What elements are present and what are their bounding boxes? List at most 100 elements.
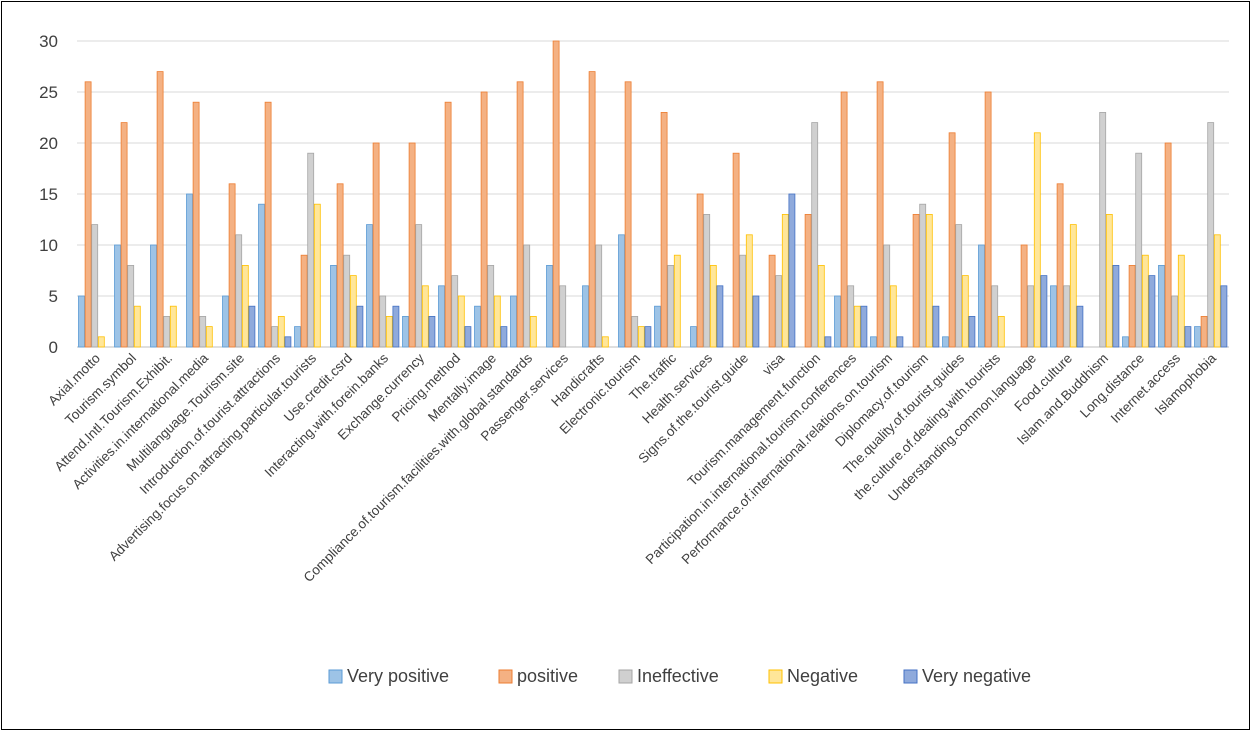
x-tick-label: visa [760, 350, 788, 378]
bar [955, 224, 963, 348]
bar [1184, 326, 1192, 348]
bar [457, 295, 465, 348]
bar [644, 326, 652, 348]
bar [883, 244, 891, 348]
bar [529, 315, 537, 348]
bar [840, 91, 848, 348]
bar [847, 285, 855, 348]
bar [1112, 264, 1120, 348]
bar [932, 305, 940, 348]
legend-swatch [903, 669, 918, 684]
legend-label: Very negative [922, 666, 1031, 686]
bar [559, 285, 567, 348]
bar [336, 183, 344, 348]
bar [552, 40, 560, 348]
bar [1128, 264, 1136, 348]
bar [150, 244, 157, 348]
bar [588, 71, 596, 348]
bar [752, 295, 760, 348]
bar [690, 326, 697, 348]
bar [942, 336, 949, 348]
bar [474, 305, 481, 348]
bar [379, 295, 387, 348]
y-tick-label: 25 [39, 83, 58, 102]
bar [984, 91, 992, 348]
bar [163, 315, 171, 348]
bar [349, 275, 357, 348]
bar [487, 264, 495, 348]
bar [739, 254, 747, 348]
bar [582, 285, 589, 348]
bar [637, 326, 645, 348]
bar [618, 234, 625, 348]
bar [235, 234, 243, 348]
y-axis: 0 5 10 15 20 25 30 [39, 32, 58, 357]
legend-swatch [328, 669, 343, 684]
bar [732, 152, 740, 348]
bar [199, 315, 207, 348]
bar [1027, 285, 1035, 348]
bar [408, 142, 416, 348]
bar [228, 183, 236, 348]
bar [876, 81, 884, 348]
y-tick-label: 0 [49, 338, 58, 357]
bar [313, 203, 321, 348]
bar [788, 193, 796, 348]
bar [889, 285, 897, 348]
bar [294, 326, 301, 348]
bar [114, 244, 121, 348]
bar [120, 122, 128, 348]
bar [1135, 152, 1143, 348]
bar [834, 295, 841, 348]
bar [624, 81, 632, 348]
bar [91, 224, 99, 348]
bar [860, 305, 868, 348]
bar [546, 264, 553, 348]
bar [1076, 305, 1084, 348]
bar [1099, 112, 1107, 348]
bar [1033, 132, 1041, 348]
bar [1063, 285, 1071, 348]
bar [811, 122, 819, 348]
bar [631, 315, 639, 348]
bar [804, 213, 812, 348]
bar [896, 336, 904, 348]
bar [264, 101, 272, 348]
bar [673, 254, 681, 348]
bar [421, 285, 429, 348]
bar [186, 193, 193, 348]
bar [961, 275, 969, 348]
legend: Very positive positive Ineffective Negative… [328, 666, 1031, 686]
bar [156, 71, 164, 348]
bar [402, 315, 409, 348]
bar [1158, 264, 1165, 348]
bar [696, 193, 704, 348]
bar [258, 203, 265, 348]
bar [817, 264, 825, 348]
bar [660, 112, 668, 348]
bar [654, 305, 661, 348]
bar [948, 132, 956, 348]
bar [853, 305, 861, 348]
bar [595, 244, 603, 348]
bar [438, 285, 445, 348]
bar [919, 203, 927, 348]
bar [464, 326, 472, 348]
bar [493, 295, 501, 348]
bar [444, 101, 452, 348]
bar [500, 326, 508, 348]
bar [428, 315, 436, 348]
bar [925, 213, 933, 348]
bar [703, 213, 711, 348]
bar [392, 305, 400, 348]
bar [222, 295, 229, 348]
y-tick-label: 20 [39, 134, 58, 153]
bar [205, 326, 213, 348]
bar [78, 295, 85, 348]
bar [1141, 254, 1149, 348]
bar [277, 315, 285, 348]
bar [1200, 315, 1208, 348]
bar [192, 101, 200, 348]
x-axis: Axial.mottoTourism.symbolAttend.Intl.Tou… [45, 350, 1219, 585]
